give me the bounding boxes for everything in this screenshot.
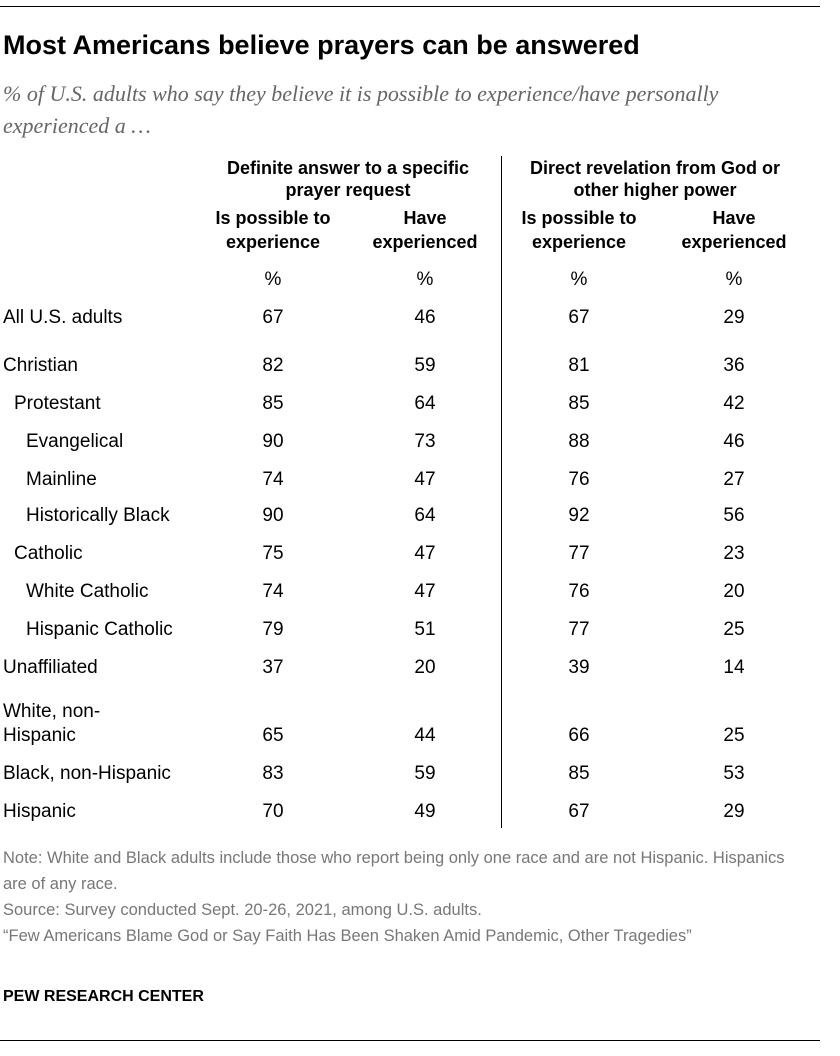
cell-value: 65 <box>262 725 284 746</box>
bottom-rule <box>0 1040 820 1041</box>
row-label: Catholic <box>14 543 83 564</box>
cell-value: 76 <box>568 469 590 490</box>
cell-value: 51 <box>414 619 436 640</box>
cell-value: 20 <box>723 581 745 602</box>
column-header: Have experienced <box>681 208 787 252</box>
cell-value: 85 <box>568 763 590 784</box>
cell-value: 77 <box>568 619 590 640</box>
cell-value: 59 <box>414 355 436 376</box>
cell-value: 36 <box>723 355 745 376</box>
cell-value: 90 <box>262 505 284 526</box>
cell-value: 53 <box>723 763 745 784</box>
row-label: Hispanic Catholic <box>26 619 173 640</box>
cell-value: 20 <box>414 657 436 678</box>
cell-value: 49 <box>414 801 436 822</box>
row-label: Black, non-Hispanic <box>3 763 171 784</box>
cell-value: 67 <box>262 307 284 328</box>
cell-value: 70 <box>262 801 284 822</box>
cell-value: 29 <box>723 307 745 328</box>
top-rule <box>0 6 820 7</box>
cell-value: 79 <box>262 619 284 640</box>
cell-value: 14 <box>723 657 745 678</box>
cell-value: 81 <box>568 355 590 376</box>
cell-value: 85 <box>568 393 590 414</box>
cell-value: 39 <box>568 657 590 678</box>
row-label: Unaffiliated <box>3 657 98 678</box>
title: Most Americans believe prayers can be an… <box>3 30 640 60</box>
notes: Note: White and Black adults include tho… <box>3 845 793 949</box>
row-label: White, non-Hispanic <box>3 701 101 746</box>
cell-value: 44 <box>414 725 436 746</box>
cell-value: 23 <box>723 543 745 564</box>
row-label: All U.S. adults <box>3 307 123 328</box>
cell-value: 47 <box>414 581 436 602</box>
divider <box>501 156 502 828</box>
unit-label: % <box>570 269 588 290</box>
cell-value: 64 <box>414 505 436 526</box>
subtitle: % of U.S. adults who say they believe it… <box>3 81 719 138</box>
row-label: Hispanic <box>3 801 76 822</box>
row-label: Historically Black <box>26 505 170 526</box>
row-label: Protestant <box>14 393 101 414</box>
cell-value: 46 <box>414 307 436 328</box>
cell-value: 46 <box>723 431 745 452</box>
source: Source: Survey conducted Sept. 20-26, 20… <box>3 901 482 919</box>
cell-value: 67 <box>568 307 590 328</box>
footer: PEW RESEARCH CENTER <box>3 988 204 1005</box>
cell-value: 88 <box>568 431 590 452</box>
group-header: Definite answer to a specific prayer req… <box>226 158 470 200</box>
cell-value: 25 <box>723 619 745 640</box>
cell-value: 75 <box>262 543 284 564</box>
cell-value: 67 <box>568 801 590 822</box>
row-label: White Catholic <box>26 581 149 602</box>
row-label: Christian <box>3 355 78 376</box>
cell-value: 56 <box>723 505 745 526</box>
cell-value: 74 <box>262 581 284 602</box>
cell-value: 85 <box>262 393 284 414</box>
cell-value: 90 <box>262 431 284 452</box>
cell-value: 76 <box>568 581 590 602</box>
cell-value: 47 <box>414 469 436 490</box>
cell-value: 47 <box>414 543 436 564</box>
cell-value: 59 <box>414 763 436 784</box>
unit-label: % <box>264 269 282 290</box>
cell-value: 77 <box>568 543 590 564</box>
cell-value: 73 <box>414 431 436 452</box>
unit-label: % <box>725 269 743 290</box>
cell-value: 83 <box>262 763 284 784</box>
cell-value: 37 <box>262 657 284 678</box>
column-header: Is possible to experience <box>215 208 331 252</box>
cell-value: 66 <box>568 725 590 746</box>
cell-value: 74 <box>262 469 284 490</box>
note: Note: White and Black adults include tho… <box>3 849 785 893</box>
row-label: Mainline <box>26 469 97 490</box>
column-header: Is possible to experience <box>521 208 637 252</box>
cell-value: 29 <box>723 801 745 822</box>
cell-value: 64 <box>414 393 436 414</box>
cell-value: 27 <box>723 469 745 490</box>
cell-value: 82 <box>262 355 284 376</box>
row-label: Evangelical <box>26 431 124 452</box>
unit-label: % <box>416 269 434 290</box>
column-header: Have experienced <box>372 208 478 252</box>
group-header: Direct revelation from God or other high… <box>529 158 781 200</box>
cell-value: 42 <box>723 393 745 414</box>
cell-value: 92 <box>568 505 590 526</box>
cell-value: 25 <box>723 725 745 746</box>
report: “Few Americans Blame God or Say Faith Ha… <box>3 927 692 945</box>
